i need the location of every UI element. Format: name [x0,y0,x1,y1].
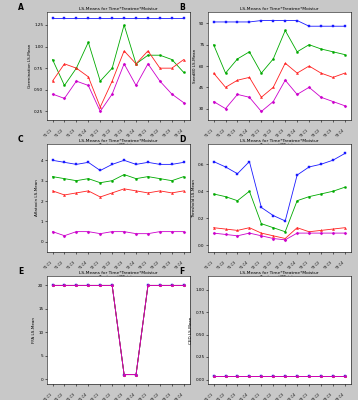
Text: T2 C2: T2 C2 [102,392,112,400]
Text: T3 C1: T3 C1 [138,392,148,400]
Title: LS-Means for Time*Treatme*Moistur: LS-Means for Time*Treatme*Moistur [79,7,158,11]
Text: T3 C2: T3 C2 [150,392,160,400]
X-axis label: Treatment*Moisture: Treatment*Moisture [259,143,300,147]
Text: T2 C3: T2 C3 [275,128,285,138]
Text: T3 C4: T3 C4 [174,128,184,138]
Text: C: C [18,135,24,144]
Text: T2 C4: T2 C4 [126,260,136,270]
Text: T3 C4: T3 C4 [335,260,345,270]
Text: T2 C1: T2 C1 [251,392,261,400]
Text: T1 C4: T1 C4 [78,128,88,138]
Y-axis label: CED LS-Mean: CED LS-Mean [189,316,193,344]
X-axis label: Treatment*Moisture: Treatment*Moisture [98,275,139,279]
Y-axis label: Germination LS-Mean: Germination LS-Mean [28,44,32,88]
Text: T2 C4: T2 C4 [126,392,136,400]
Text: T3 C3: T3 C3 [162,128,172,138]
Text: T2 C2: T2 C2 [263,392,273,400]
Text: T2 C3: T2 C3 [114,128,124,138]
Text: T3 C4: T3 C4 [335,128,345,138]
Legend: 1, 2, 3, 4: 1, 2, 3, 4 [99,163,137,175]
Legend: 1, 2, 3, 4: 1, 2, 3, 4 [260,295,298,307]
Text: T3 C2: T3 C2 [150,128,160,138]
Text: T3 C1: T3 C1 [299,392,309,400]
Text: T2 C3: T2 C3 [275,392,285,400]
Text: B: B [179,3,185,12]
Text: T2 C1: T2 C1 [251,260,261,270]
Y-axis label: FFA LS-Mean: FFA LS-Mean [32,317,36,343]
Text: E: E [18,267,23,276]
Text: T2 C1: T2 C1 [251,128,261,138]
Text: T1 C1: T1 C1 [43,260,53,270]
Text: T1 C2: T1 C2 [216,392,226,400]
Text: T1 C1: T1 C1 [204,260,214,270]
Text: T1 C3: T1 C3 [227,260,237,270]
Text: T3 C2: T3 C2 [311,392,321,400]
Text: D: D [179,135,185,144]
Text: T2 C1: T2 C1 [90,392,100,400]
Text: T2 C4: T2 C4 [287,128,297,138]
Text: T2 C1: T2 C1 [90,128,100,138]
Text: T3 C1: T3 C1 [299,128,309,138]
Text: T2 C2: T2 C2 [102,128,112,138]
Text: T3 C3: T3 C3 [323,392,333,400]
Text: T1 C1: T1 C1 [204,128,214,138]
Text: T1 C4: T1 C4 [240,128,250,138]
Text: T1 C4: T1 C4 [78,260,88,270]
Text: T2 C4: T2 C4 [126,128,136,138]
Text: T3 C2: T3 C2 [150,260,160,270]
Text: T1 C2: T1 C2 [54,392,64,400]
Title: LS-Means for Time*Treatme*Moistur: LS-Means for Time*Treatme*Moistur [240,271,319,275]
Text: T2 C2: T2 C2 [263,260,273,270]
Text: T2 C3: T2 C3 [275,260,285,270]
Text: T3 C1: T3 C1 [138,128,148,138]
Y-axis label: Seed80 LS-Mean: Seed80 LS-Mean [193,49,197,83]
Legend: 1, 2, 3, 4: 1, 2, 3, 4 [99,295,137,307]
Text: T2 C3: T2 C3 [114,392,124,400]
Text: T3 C4: T3 C4 [174,392,184,400]
Legend: 1, 2, 3, 4: 1, 2, 3, 4 [260,163,298,175]
Text: T1 C3: T1 C3 [227,392,237,400]
Text: T1 C3: T1 C3 [66,392,76,400]
Text: T1 C3: T1 C3 [66,128,76,138]
Text: T2 C1: T2 C1 [90,260,100,270]
Text: F: F [179,267,184,276]
Title: LS-Means for Time*Treatme*Moistur: LS-Means for Time*Treatme*Moistur [79,271,158,275]
Text: T2 C4: T2 C4 [287,260,297,270]
Text: T1 C2: T1 C2 [54,128,64,138]
X-axis label: Treatment*Moisture: Treatment*Moisture [98,143,139,147]
Text: T1 C4: T1 C4 [78,392,88,400]
Text: T3 C2: T3 C2 [311,128,321,138]
Text: T1 C2: T1 C2 [216,128,226,138]
Text: T3 C3: T3 C3 [162,392,172,400]
Text: T3 C3: T3 C3 [162,260,172,270]
Text: A: A [18,3,24,12]
Title: LS-Means for Time*Treatme*Moistur: LS-Means for Time*Treatme*Moistur [79,139,158,143]
Y-axis label: Threshold LS-Mean: Threshold LS-Mean [192,178,196,218]
Text: T3 C4: T3 C4 [335,392,345,400]
Text: T1 C1: T1 C1 [43,128,53,138]
X-axis label: Treatment*Moisture: Treatment*Moisture [259,275,300,279]
Text: T2 C4: T2 C4 [287,392,297,400]
Text: T1 C1: T1 C1 [204,392,214,400]
Title: LS-Means for Time*Treatme*Moistur: LS-Means for Time*Treatme*Moistur [240,7,319,11]
Y-axis label: Aflatoxin LS-Mean: Aflatoxin LS-Mean [35,180,39,216]
Text: T1 C4: T1 C4 [240,260,250,270]
Text: T3 C1: T3 C1 [299,260,309,270]
Text: T1 C3: T1 C3 [66,260,76,270]
Text: T1 C2: T1 C2 [216,260,226,270]
Text: T3 C2: T3 C2 [311,260,321,270]
Text: T1 C1: T1 C1 [43,392,53,400]
Text: T3 C4: T3 C4 [174,260,184,270]
Text: T1 C3: T1 C3 [227,128,237,138]
Text: T2 C2: T2 C2 [263,128,273,138]
Text: T1 C2: T1 C2 [54,260,64,270]
Text: T3 C3: T3 C3 [323,260,333,270]
Text: T2 C2: T2 C2 [102,260,112,270]
Text: T1 C4: T1 C4 [240,392,250,400]
Text: T2 C3: T2 C3 [114,260,124,270]
Text: T3 C3: T3 C3 [323,128,333,138]
Title: LS-Means for Time*Treatme*Moistur: LS-Means for Time*Treatme*Moistur [240,139,319,143]
Text: T3 C1: T3 C1 [138,260,148,270]
